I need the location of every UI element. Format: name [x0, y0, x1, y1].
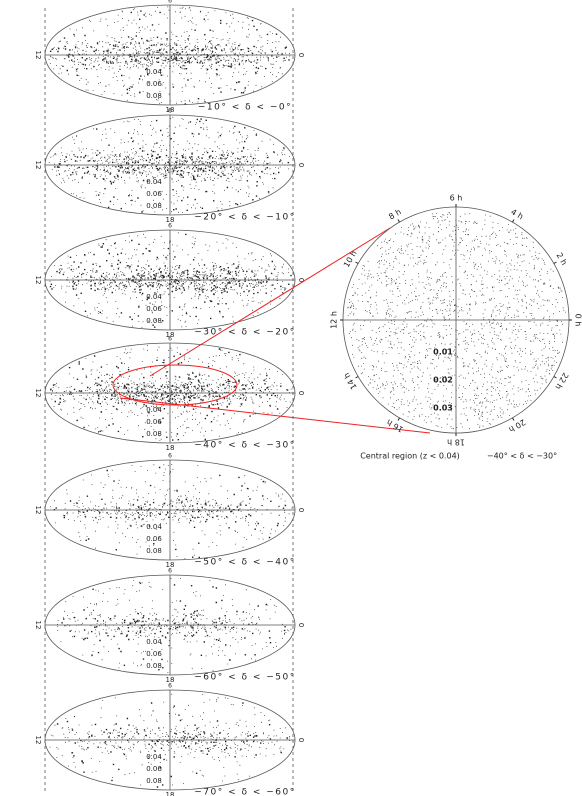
redshift-label: 0.08 — [146, 777, 162, 785]
redshift-label: 0.03 — [433, 404, 453, 413]
hour-label: 14 h — [342, 371, 359, 391]
redshift-label: 0.04 — [146, 178, 162, 186]
hour-label: 0 — [298, 508, 306, 512]
galaxy-dots — [49, 693, 291, 788]
hour-label: 12 — [34, 51, 42, 60]
redshift-label: 0.06 — [146, 80, 162, 88]
galaxy-dots — [347, 212, 566, 430]
declination-label: −20° < δ < −10° — [194, 213, 296, 223]
redshift-label: 0.06 — [146, 535, 162, 543]
hour-label: 6 h — [450, 194, 463, 203]
hour-tick — [553, 261, 557, 264]
hour-label: 0 — [298, 738, 306, 742]
galaxy-dots — [50, 464, 293, 559]
hour-label: 2 h — [555, 251, 569, 267]
hour-label: 20 h — [507, 417, 527, 434]
hour-label: 6 — [168, 453, 172, 460]
redshift-label: 0.08 — [146, 662, 162, 670]
hour-tick — [512, 219, 515, 223]
redshift-label: 0.04 — [146, 406, 162, 414]
declination-label: −10° < δ < −0° — [198, 103, 292, 113]
redshift-label: 0.06 — [146, 305, 162, 313]
caption: Central region (z < 0.04) — [360, 452, 460, 461]
hour-label: 6 — [168, 336, 172, 343]
hour-label: 16 h — [385, 417, 405, 434]
redshift-label: 0.04 — [146, 753, 162, 761]
hour-label: 6 — [168, 0, 172, 5]
declination-label: −30° < δ < −20° — [194, 328, 296, 338]
hour-label: 6 — [168, 223, 172, 230]
hour-label: 18 — [166, 331, 175, 339]
declination-label: −50° < δ < −40° — [194, 558, 296, 568]
hour-label: 0 — [298, 53, 306, 57]
redshift-label: 0.04 — [146, 638, 162, 646]
hour-label: 12 — [34, 389, 42, 398]
redshift-label: 0.06 — [146, 418, 162, 426]
redshift-label: 0.06 — [146, 650, 162, 658]
hour-label: 18 — [166, 676, 175, 684]
hour-label: 12 h — [330, 311, 339, 329]
hour-tick — [355, 376, 359, 379]
hour-tick — [397, 417, 400, 421]
galaxy-dots — [48, 6, 291, 105]
hour-label: 18 — [166, 106, 175, 114]
hour-label: 0 — [298, 278, 306, 282]
hour-label: 12 — [34, 276, 42, 285]
hour-label: 12 — [34, 161, 42, 170]
hour-label: 6 — [168, 108, 172, 115]
galaxy-dots — [57, 578, 292, 673]
declination-label: −70° < δ < −60° — [194, 788, 296, 796]
redshift-label: 0.08 — [146, 317, 162, 325]
zoom-connector — [119, 397, 431, 434]
redshift-label: 0.08 — [146, 202, 162, 210]
redshift-label: 0.04 — [146, 68, 162, 76]
redshift-label: 0.04 — [146, 523, 162, 531]
redshift-label: 0.02 — [433, 376, 453, 385]
hour-label: 18 — [166, 444, 175, 452]
hour-label: 12 — [34, 621, 42, 630]
hour-tick — [355, 261, 359, 264]
redshift-label: 0.06 — [146, 765, 162, 773]
hour-label: 10 h — [342, 249, 359, 269]
zoom-region — [112, 364, 238, 406]
redshift-label: 0.04 — [146, 293, 162, 301]
declination-label: −60° < δ < −50° — [194, 673, 296, 683]
redshift-label: 0.08 — [146, 430, 162, 438]
redshift-label: 0.08 — [146, 547, 162, 555]
hour-label: 4 h — [509, 207, 525, 221]
declination-label: −40° < δ < −30° — [487, 452, 557, 461]
hour-label: 0 — [298, 623, 306, 627]
hour-label: 6 — [168, 683, 172, 690]
redshift-label: 0.01 — [433, 348, 453, 357]
hour-label: 0 h — [574, 314, 582, 327]
hour-label: 8 h — [387, 207, 403, 221]
hour-label: 12 — [34, 736, 42, 745]
hour-label: 22 h — [553, 371, 570, 391]
redshift-label: 0.08 — [146, 92, 162, 100]
declination-label: −40° < δ < −30° — [194, 441, 296, 451]
hour-tick — [512, 417, 515, 421]
hour-tick — [397, 219, 400, 223]
redshift-label: 0.06 — [146, 190, 162, 198]
hour-label: 0 — [298, 391, 306, 395]
hour-label: 18 — [166, 791, 175, 796]
zoom-connector — [149, 227, 391, 377]
hour-label: 0 — [298, 163, 306, 167]
hour-tick — [553, 376, 557, 379]
hour-label: 18 h — [447, 438, 465, 447]
hour-label: 6 — [168, 568, 172, 575]
hour-label: 12 — [34, 506, 42, 515]
hour-label: 18 — [166, 216, 175, 224]
hour-label: 18 — [166, 561, 175, 569]
